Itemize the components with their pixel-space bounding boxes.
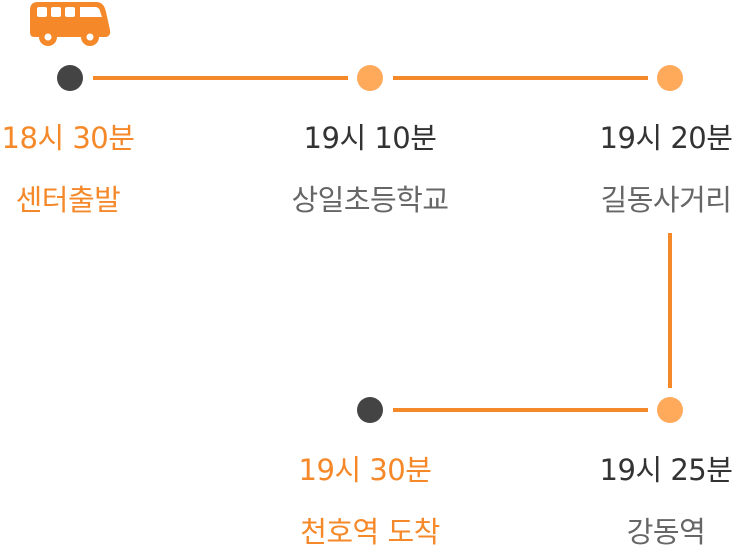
stop-time-end: 19시 30분 bbox=[298, 453, 432, 487]
stop-name-gangdong: 강동역 bbox=[626, 515, 706, 549]
stop-time-gildong: 19시 20분 bbox=[599, 121, 733, 155]
stop-name-sangil: 상일초등학교 bbox=[291, 183, 449, 217]
stop-marker-start bbox=[57, 65, 83, 91]
stop-name-gildong: 길동사거리 bbox=[600, 183, 732, 217]
stop-marker-gildong bbox=[657, 65, 683, 91]
stop-name-end: 천호역 도착 bbox=[300, 515, 440, 549]
stop-marker-end bbox=[357, 397, 383, 423]
stop-name-start: 센터출발 bbox=[15, 183, 121, 217]
stop-time-sangil: 19시 10분 bbox=[303, 121, 437, 155]
stop-marker-sangil bbox=[357, 65, 383, 91]
bus-icon bbox=[30, 2, 111, 46]
stop-time-gangdong: 19시 25분 bbox=[599, 453, 733, 487]
stop-marker-gangdong bbox=[657, 397, 683, 423]
stop-time-start: 18시 30분 bbox=[1, 121, 135, 155]
